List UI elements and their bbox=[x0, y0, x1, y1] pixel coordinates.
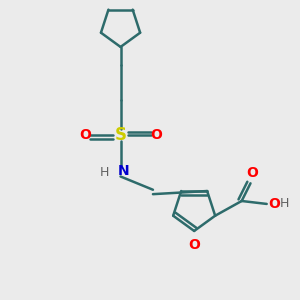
Text: O: O bbox=[79, 128, 91, 142]
Text: O: O bbox=[268, 197, 280, 211]
Text: O: O bbox=[246, 167, 258, 180]
Text: H: H bbox=[100, 166, 109, 178]
Text: O: O bbox=[150, 128, 162, 142]
Text: O: O bbox=[188, 238, 200, 252]
Text: N: N bbox=[118, 164, 129, 178]
Text: S: S bbox=[115, 126, 127, 144]
Text: H: H bbox=[280, 197, 289, 210]
